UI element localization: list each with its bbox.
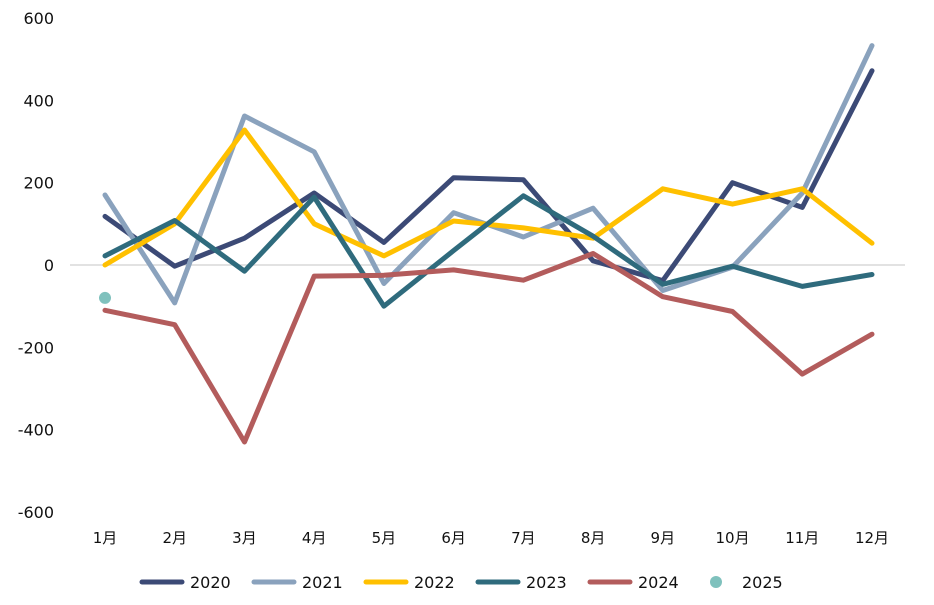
x-tick-label: 7月 [511,529,536,547]
x-tick-label: 4月 [302,529,327,547]
legend-label: 2022 [414,573,455,592]
series-2021-line [102,43,875,306]
legend-item-2022: 2022 [363,573,455,592]
legend-item-2020: 2020 [139,573,231,592]
series-group [99,43,875,445]
y-tick-label: 0 [44,256,54,275]
legend-label: 2020 [190,573,231,592]
legend-label: 2021 [302,573,343,592]
legend: 2020 2021 2022 2023 2024 2025 [139,573,783,592]
y-tick-label: 400 [23,91,54,110]
x-tick-label: 9月 [651,529,676,547]
y-tick-label: -600 [18,503,54,522]
y-tick-label: -200 [18,338,54,357]
legend-swatch [710,576,722,588]
legend-item-2025: 2025 [710,573,783,592]
x-tick-label: 6月 [441,529,466,547]
legend-item-2021: 2021 [251,573,343,592]
legend-item-2023: 2023 [475,573,567,592]
x-tick-label: 10月 [715,529,749,547]
x-axis: 1月 2月 3月 4月 5月 6月 7月 8月 9月 10月 11月 12月 [93,529,889,547]
x-tick-label: 2月 [162,529,187,547]
x-tick-label: 5月 [372,529,397,547]
legend-label: 2024 [638,573,679,592]
y-axis: 600 400 200 0 -200 -400 -600 [18,9,54,522]
x-tick-label: 1月 [93,529,118,547]
y-tick-label: 200 [23,174,54,193]
y-tick-label: -400 [18,421,54,440]
series-2024-line [102,251,875,445]
x-tick-label: 12月 [855,529,889,547]
x-tick-label: 8月 [581,529,606,547]
series-2023-line [102,193,875,309]
series-2025-point [99,291,111,304]
legend-label: 2023 [526,573,567,592]
legend-label: 2025 [742,573,783,592]
y-tick-label: 600 [23,9,54,28]
x-tick-label: 3月 [232,529,257,547]
x-tick-label: 11月 [785,529,819,547]
series-2020-line [102,68,875,284]
legend-item-2024: 2024 [587,573,679,592]
